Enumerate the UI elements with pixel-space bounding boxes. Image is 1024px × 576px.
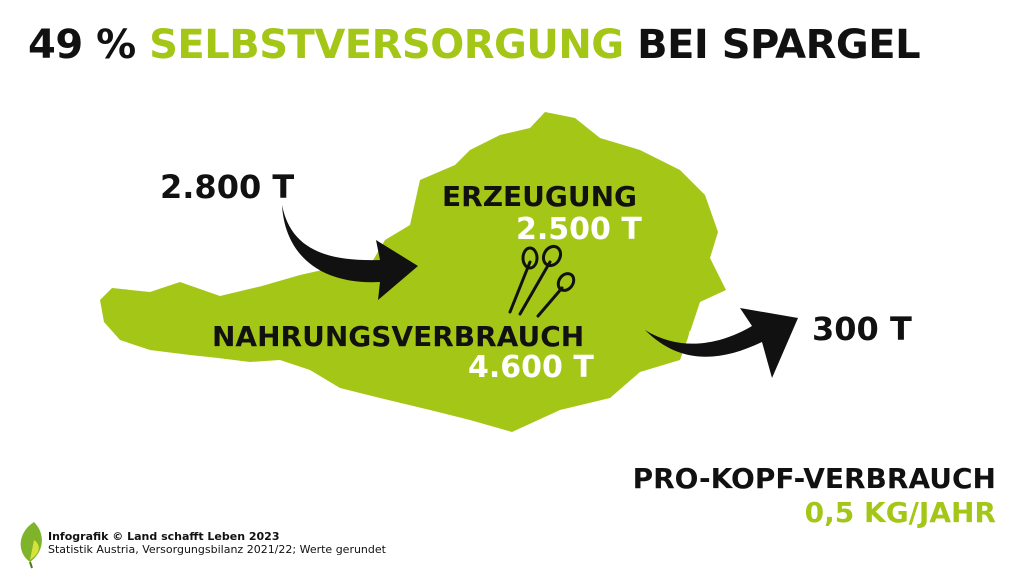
consumption-label: NAHRUNGSVERBRAUCH xyxy=(212,320,585,353)
per-capita-label: PRO-KOPF-VERBRAUCH xyxy=(632,462,996,495)
page-title: 49 % SELBSTVERSORGUNG BEI SPARGEL xyxy=(28,22,921,68)
footer-credit: Infografik © Land schafft Leben 2023 xyxy=(48,530,280,543)
per-capita-value: 0,5 KG/JAHR xyxy=(804,496,996,529)
footer-source: Statistik Austria, Versorgungsbilanz 202… xyxy=(48,543,386,556)
import-value: 2.800 T xyxy=(160,168,295,206)
production-value: 2.500 T xyxy=(516,212,642,247)
production-label: ERZEUGUNG xyxy=(442,180,637,213)
consumption-value: 4.600 T xyxy=(468,350,594,385)
export-value: 300 T xyxy=(812,310,912,348)
